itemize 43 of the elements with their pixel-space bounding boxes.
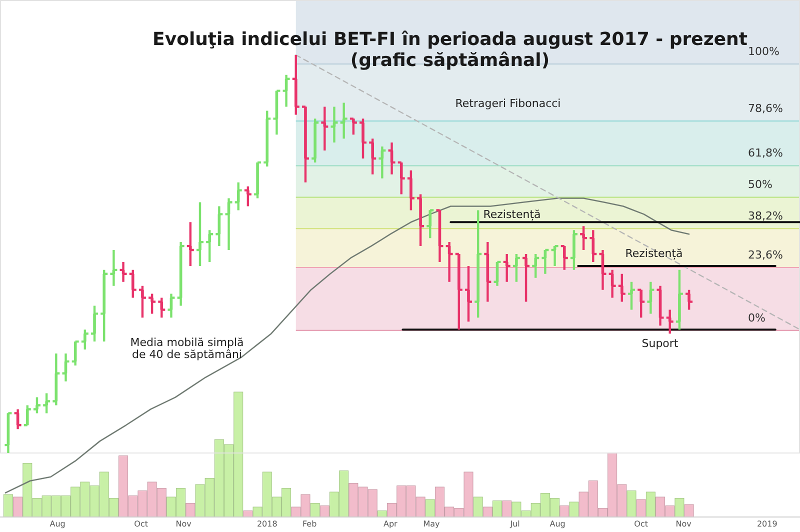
bar: [560, 506, 570, 518]
bar: [186, 503, 196, 518]
bar: [492, 500, 502, 518]
bar: [473, 496, 483, 518]
x-tick-label: 2018: [256, 520, 278, 529]
x-tick-label: Oct: [134, 520, 148, 529]
annotation: Retrageri Fibonacci: [455, 97, 561, 110]
ref-line-label: 100%: [748, 44, 780, 58]
ref-line-label: 38,2%: [748, 210, 783, 223]
ref-line-label: 23,6%: [748, 248, 783, 262]
bar: [13, 496, 23, 518]
annotation: Rezistență: [625, 247, 683, 260]
x-tick-label: May: [423, 520, 440, 529]
bar: [3, 494, 13, 518]
bar: [310, 503, 320, 518]
ref-line-label: 50%: [748, 178, 772, 192]
x-tick-label: Nov: [176, 520, 192, 529]
annotation: Suport: [642, 337, 679, 350]
bar: [502, 500, 512, 518]
bar: [482, 506, 492, 518]
bar: [425, 499, 435, 518]
x-tick-label: Apr: [383, 520, 398, 529]
bar: [684, 504, 694, 518]
ref-line-label: 78,6%: [748, 102, 783, 115]
annotation: Media mobilă simplă de 40 de săptămâni: [130, 336, 244, 361]
bar: [636, 499, 646, 518]
bar: [674, 498, 684, 518]
chart-subtitle: (grafic săptămânal): [350, 50, 550, 71]
bar: [626, 490, 636, 518]
x-tick-label: Jul: [509, 520, 520, 529]
bar: [569, 502, 579, 518]
chart-title: Evoluţia indicelui BET-FI în perioada august 2017 - prezent: [152, 29, 748, 50]
annotation: Rezistență: [483, 208, 541, 221]
x-tick-label: Feb: [302, 520, 317, 529]
x-tick-label: Aug: [550, 520, 566, 529]
x-tick-label: Nov: [676, 520, 692, 529]
bar: [646, 492, 656, 518]
x-tick-label: 2019: [756, 520, 778, 529]
ref-line-label: 0%: [748, 311, 766, 324]
ref-line-label: 61,8%: [748, 146, 783, 160]
bar: [320, 506, 330, 518]
x-tick-label: Aug: [50, 520, 66, 529]
x-tick-label: Oct: [634, 520, 648, 529]
